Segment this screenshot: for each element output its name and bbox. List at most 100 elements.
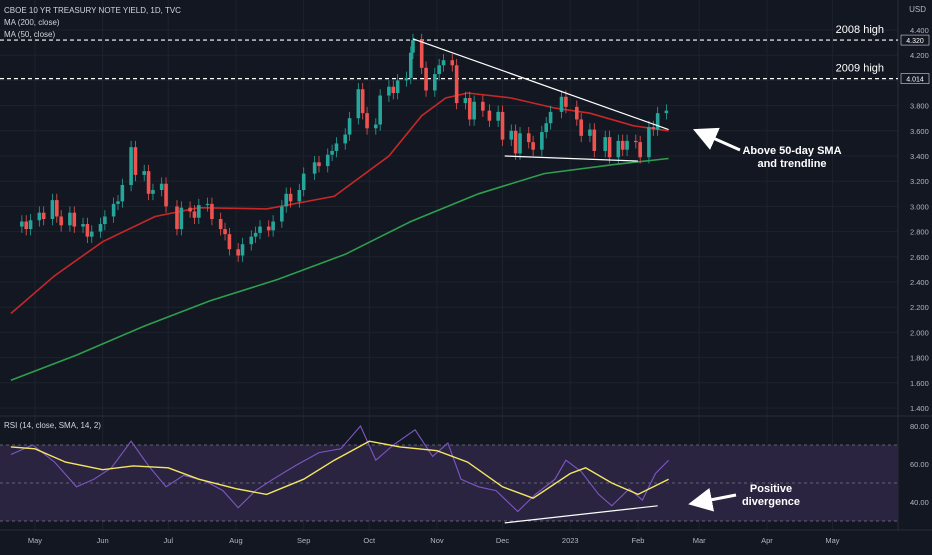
- candle-body: [188, 207, 192, 212]
- candle-body: [450, 60, 455, 66]
- candle-body: [579, 119, 583, 136]
- candle-body: [258, 226, 262, 233]
- candle-body: [592, 129, 597, 151]
- candle-body: [559, 96, 564, 112]
- price-tick-label: 3.800: [910, 102, 929, 111]
- rsi-tick-label: 80.00: [910, 422, 929, 431]
- price-tick-label: 4.400: [910, 26, 929, 35]
- candle-body: [408, 52, 413, 78]
- level-annotation: 2009 high: [836, 63, 884, 75]
- divergence-arrow: [688, 487, 737, 512]
- time-tick-label: Jun: [97, 536, 109, 545]
- chart-title: CBOE 10 YR TREASURY NOTE YIELD, 1D, TVC: [4, 6, 181, 15]
- candle-body: [638, 142, 642, 158]
- candle-body: [103, 216, 107, 225]
- time-tick-label: May: [28, 536, 42, 545]
- candle-body: [441, 60, 446, 66]
- price-tick-label: 2.000: [910, 328, 929, 337]
- candle-body: [205, 203, 210, 206]
- candle-body: [192, 211, 197, 218]
- candle-body: [89, 231, 94, 237]
- candle-body: [227, 234, 232, 250]
- candle-body: [41, 212, 46, 219]
- candle-body: [81, 224, 85, 227]
- candle-body: [98, 224, 103, 232]
- candle-body: [360, 89, 365, 114]
- candle-body: [419, 40, 424, 68]
- candle-body: [651, 127, 656, 130]
- currency-label: USD: [909, 5, 926, 14]
- divergence-annotation-line1: Positive: [750, 483, 792, 495]
- candle-body: [378, 95, 382, 125]
- candle-body: [575, 106, 579, 120]
- candle-body: [655, 113, 660, 130]
- price-tick-label: 3.000: [910, 202, 929, 211]
- candle-body: [526, 133, 531, 143]
- candle-body: [540, 132, 544, 150]
- candle-body: [424, 67, 428, 91]
- candle-body: [312, 162, 317, 174]
- candle-body: [317, 162, 321, 167]
- candle-body: [236, 249, 240, 256]
- candle-body: [175, 206, 179, 230]
- candle-body: [548, 111, 553, 124]
- price-tick-label: 4.200: [910, 51, 929, 60]
- candle-body: [116, 201, 120, 204]
- candle-body: [288, 193, 293, 202]
- candle-body: [24, 221, 29, 230]
- ma50-legend: MA (50, close): [4, 30, 56, 39]
- candle-body: [334, 143, 339, 151]
- candle-body: [197, 205, 201, 218]
- candle-body: [284, 193, 289, 207]
- level-price-box: [900, 73, 930, 84]
- time-tick-label: Apr: [761, 536, 773, 545]
- candle-body: [664, 110, 669, 114]
- divergence-annotation-line2: divergence: [742, 496, 800, 508]
- candle-body: [164, 183, 168, 207]
- candle-body: [301, 173, 306, 191]
- candle-body: [146, 171, 151, 194]
- level-price-label: 4.320: [906, 38, 924, 45]
- candle-body: [374, 124, 378, 129]
- ma200-line: [10, 157, 669, 382]
- candle-body: [133, 147, 138, 175]
- candle-body: [151, 190, 155, 194]
- time-tick-label: Sep: [297, 536, 310, 545]
- candle-body: [68, 212, 72, 226]
- sma-arrow: [693, 127, 741, 152]
- price-tick-label: 1.400: [910, 404, 929, 413]
- price-tick-label: 2.800: [910, 228, 929, 237]
- time-tick-label: Mar: [693, 536, 706, 545]
- price-tick-label: 1.600: [910, 379, 929, 388]
- price-tick-label: 2.400: [910, 278, 929, 287]
- candle-body: [343, 134, 348, 144]
- resistance-trendline: [412, 38, 669, 131]
- time-tick-label: Nov: [430, 536, 444, 545]
- candle-body: [607, 137, 612, 158]
- candle-body: [271, 221, 275, 231]
- time-tick-label: May: [825, 536, 839, 545]
- candle-body: [50, 200, 55, 219]
- sma-annotation-line1: Above 50-day SMA: [742, 145, 841, 157]
- candle-body: [454, 65, 459, 104]
- candle-body: [28, 220, 33, 230]
- candle-body: [249, 236, 254, 245]
- candle-body: [210, 203, 214, 219]
- candle-body: [496, 111, 500, 121]
- candle-body: [72, 212, 77, 227]
- rsi-sma-line: [10, 440, 669, 499]
- price-tick-label: 3.200: [910, 177, 929, 186]
- candle-body: [223, 229, 227, 235]
- candle-body: [129, 147, 133, 185]
- candle-body: [500, 111, 505, 140]
- candle-body: [266, 226, 271, 231]
- candle-body: [603, 137, 608, 151]
- candle-body: [111, 203, 116, 217]
- price-tick-label: 3.600: [910, 127, 929, 136]
- time-tick-label: Oct: [363, 536, 376, 545]
- candle-body: [634, 140, 638, 143]
- level-price-box: [900, 34, 930, 46]
- candle-body: [218, 219, 223, 230]
- candle-body: [509, 130, 514, 140]
